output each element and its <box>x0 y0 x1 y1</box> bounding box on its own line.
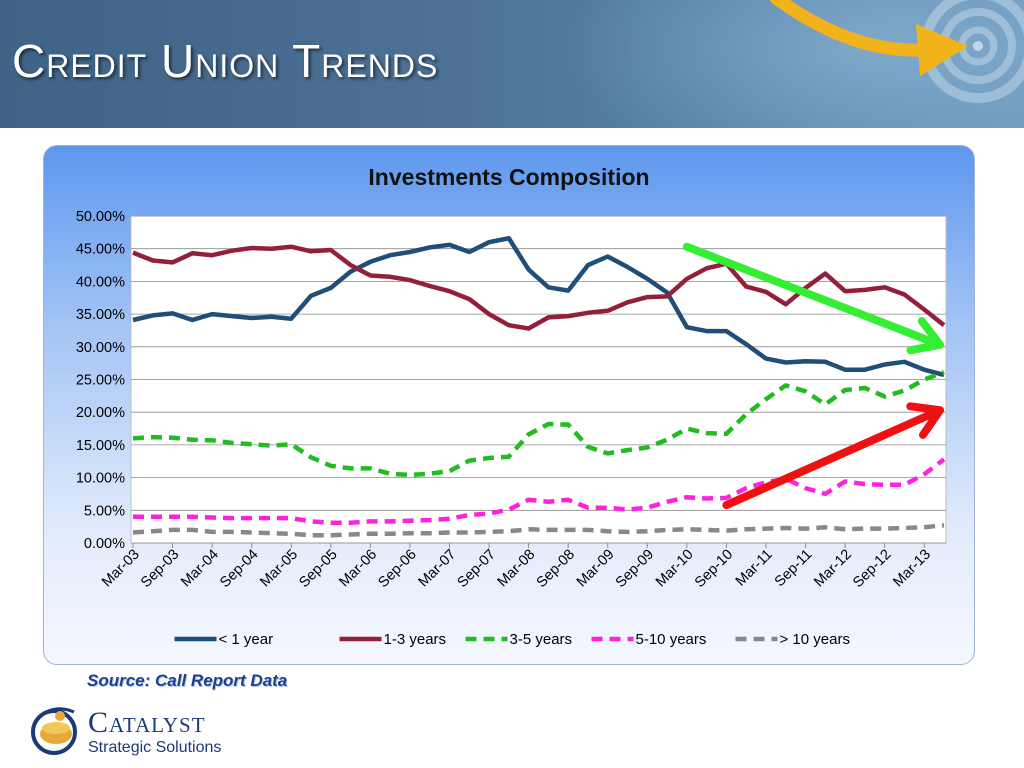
x-tick-label: Sep-12 <box>850 547 894 591</box>
x-tick-label: Sep-10 <box>692 547 736 591</box>
target-arrow-graphic <box>770 0 1024 103</box>
x-tick-label: Mar-10 <box>653 547 697 591</box>
x-tick-label: Mar-09 <box>574 547 618 591</box>
series-line <box>132 523 945 538</box>
source-note: Source: Call Report Data <box>87 671 288 690</box>
x-tick-label: Mar-08 <box>495 547 539 591</box>
y-tick-label: 20.00% <box>76 405 125 421</box>
x-tick-label: Sep-05 <box>296 547 340 591</box>
x-tick-label: Sep-08 <box>534 547 578 591</box>
chart-title: Investments Composition <box>368 164 649 190</box>
y-tick-label: 0.00% <box>84 536 125 552</box>
x-tick-label: Sep-03 <box>138 547 182 591</box>
catalyst-logo: Catalyst Strategic Solutions <box>30 702 260 762</box>
trend-arrowhead <box>906 402 944 439</box>
x-tick-label: Mar-13 <box>890 547 934 591</box>
chart-panel: Investments Composition 0.00% 5.00% 10.00%… <box>43 145 975 665</box>
x-tick-label: Sep-11 <box>772 547 816 591</box>
logo-tagline: Strategic Solutions <box>88 739 222 756</box>
series-line <box>132 235 945 378</box>
y-tick-label: 25.00% <box>76 373 125 389</box>
legend-label: 1-3 years <box>384 631 447 648</box>
logo-name: Catalyst <box>88 706 206 739</box>
x-tick-label: Mar-11 <box>733 547 776 590</box>
trend-arrow-shaft <box>722 406 944 510</box>
slide-title: Credit Union Trends <box>12 35 439 87</box>
series-line <box>132 370 945 478</box>
slide-header: Credit Union Trends <box>0 0 1024 128</box>
legend-label: < 1 year <box>219 631 274 648</box>
x-tick-label: Mar-07 <box>416 547 460 591</box>
x-tick-label: Mar-12 <box>811 547 855 591</box>
y-tick-label: 50.00% <box>76 209 125 225</box>
x-tick-label: Sep-06 <box>375 547 419 591</box>
x-tick-label: Mar-05 <box>257 547 301 591</box>
legend-label: > 10 years <box>780 631 850 648</box>
x-tick-label: Mar-04 <box>178 547 222 591</box>
y-tick-label: 35.00% <box>76 307 125 323</box>
x-tick-label: Mar-06 <box>336 547 380 591</box>
series-line <box>132 244 946 331</box>
legend-label: 3-5 years <box>510 631 573 648</box>
series-line <box>133 457 946 525</box>
catalyst-logo-icon <box>31 707 77 755</box>
legend-label: 5-10 years <box>636 631 707 648</box>
y-tick-label: 30.00% <box>76 340 125 356</box>
gold-arrow-icon <box>770 0 968 76</box>
x-tick-label: Mar-03 <box>99 547 143 591</box>
x-tick-label: Sep-07 <box>454 547 498 591</box>
y-tick-label: 45.00% <box>76 242 125 258</box>
y-tick-label: 5.00% <box>84 503 125 519</box>
chart-legend: < 1 year 1-3 years 3-5 years 5-10 years > 10… <box>174 631 850 648</box>
x-tick-label: Sep-04 <box>217 547 261 591</box>
investments-composition-chart: Investments Composition 0.00% 5.00% 10.00%… <box>76 164 947 648</box>
y-tick-label: 10.00% <box>76 471 125 487</box>
trend-arrow-shaft <box>682 242 944 349</box>
x-tick-label: Sep-09 <box>613 547 657 591</box>
plot-area: 0.00% 5.00% 10.00% 15.00% 20.00% 25.00% 30.00%… <box>76 209 947 591</box>
trend-arrowhead <box>906 317 944 355</box>
y-tick-label: 40.00% <box>76 274 125 290</box>
y-tick-label: 15.00% <box>76 438 125 454</box>
